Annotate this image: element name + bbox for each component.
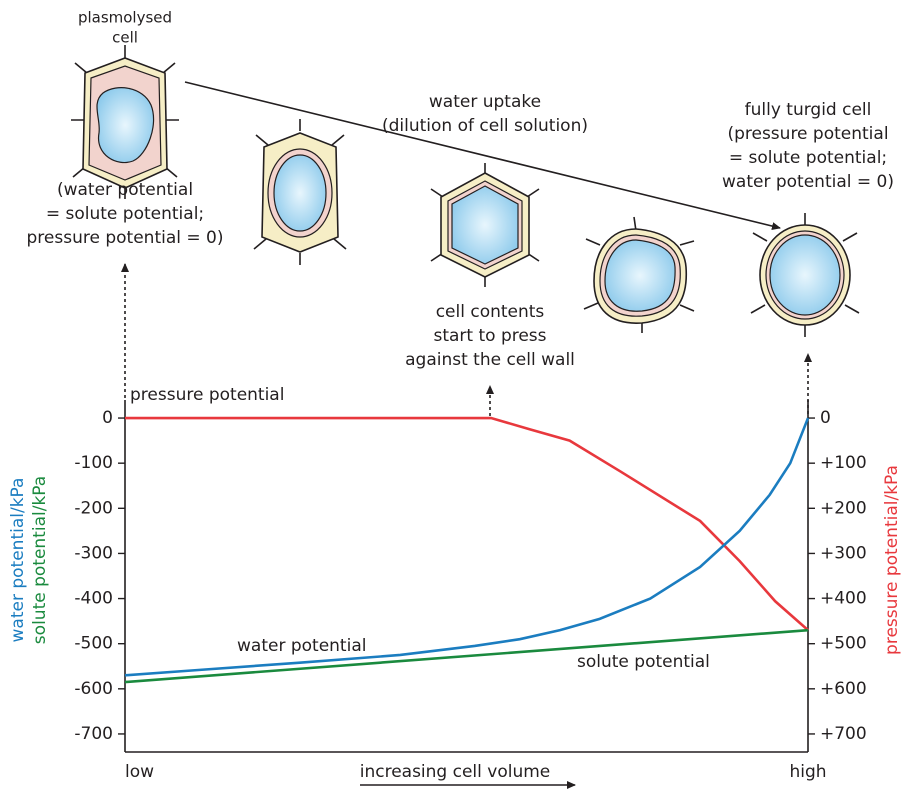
y-tick-label: -700 xyxy=(74,724,113,744)
x-axis-title: increasing cell volume xyxy=(360,762,551,782)
annotation: pressure potential = 0) xyxy=(27,228,224,248)
y2-tick-label: +700 xyxy=(820,724,867,744)
y-tick-label: -300 xyxy=(74,543,113,563)
y2-tick-label: +300 xyxy=(820,543,867,563)
y2-tick-label: +200 xyxy=(820,498,867,518)
turgid-cell xyxy=(751,213,859,337)
annotation: = solute potential; xyxy=(46,204,204,224)
y-tick-label: 0 xyxy=(102,408,113,428)
annotation: plasmolysed xyxy=(78,9,172,27)
cell xyxy=(431,163,539,287)
cell xyxy=(254,119,346,265)
plasmolysed-cell xyxy=(71,45,179,199)
y2-tick-label: +400 xyxy=(820,589,867,609)
x-tick-label: high xyxy=(789,762,826,782)
annotation: water potential = 0) xyxy=(722,172,894,192)
y2-tick-label: 0 xyxy=(820,408,831,428)
y-tick-label: -500 xyxy=(74,634,113,654)
annotation: (pressure potential xyxy=(727,124,888,144)
series-label: solute potential xyxy=(577,652,710,672)
annotation: = solute potential; xyxy=(729,148,887,168)
series-line xyxy=(125,418,808,630)
annotation: (water potential xyxy=(57,180,193,200)
y-tick-label: -600 xyxy=(74,679,113,699)
series-label: pressure potential xyxy=(130,385,284,405)
x-tick-label: low xyxy=(125,762,154,782)
annotation: fully turgid cell xyxy=(745,100,872,120)
y2-tick-label: +600 xyxy=(820,679,867,699)
y-axis-title: water potential/kPa xyxy=(8,478,28,643)
y-tick-label: -400 xyxy=(74,589,113,609)
y2-tick-label: +100 xyxy=(820,453,867,473)
annotation: (dilution of cell solution) xyxy=(382,116,588,136)
y-tick-label: -100 xyxy=(74,453,113,473)
annotation: start to press xyxy=(433,326,546,346)
cell xyxy=(584,217,694,333)
y2-tick-label: +500 xyxy=(820,634,867,654)
annotation: cell xyxy=(112,29,138,47)
annotation: water uptake xyxy=(429,92,541,112)
annotation: against the cell wall xyxy=(405,350,575,370)
y-axis-title: solute potential/kPa xyxy=(30,476,50,644)
series-label: water potential xyxy=(237,636,366,656)
y-tick-label: -200 xyxy=(74,498,113,518)
chart: increasing cell volume water potential/k… xyxy=(0,0,910,789)
annotation: cell contents xyxy=(436,302,545,322)
y2-axis-title: pressure potential/kPa xyxy=(882,465,902,655)
